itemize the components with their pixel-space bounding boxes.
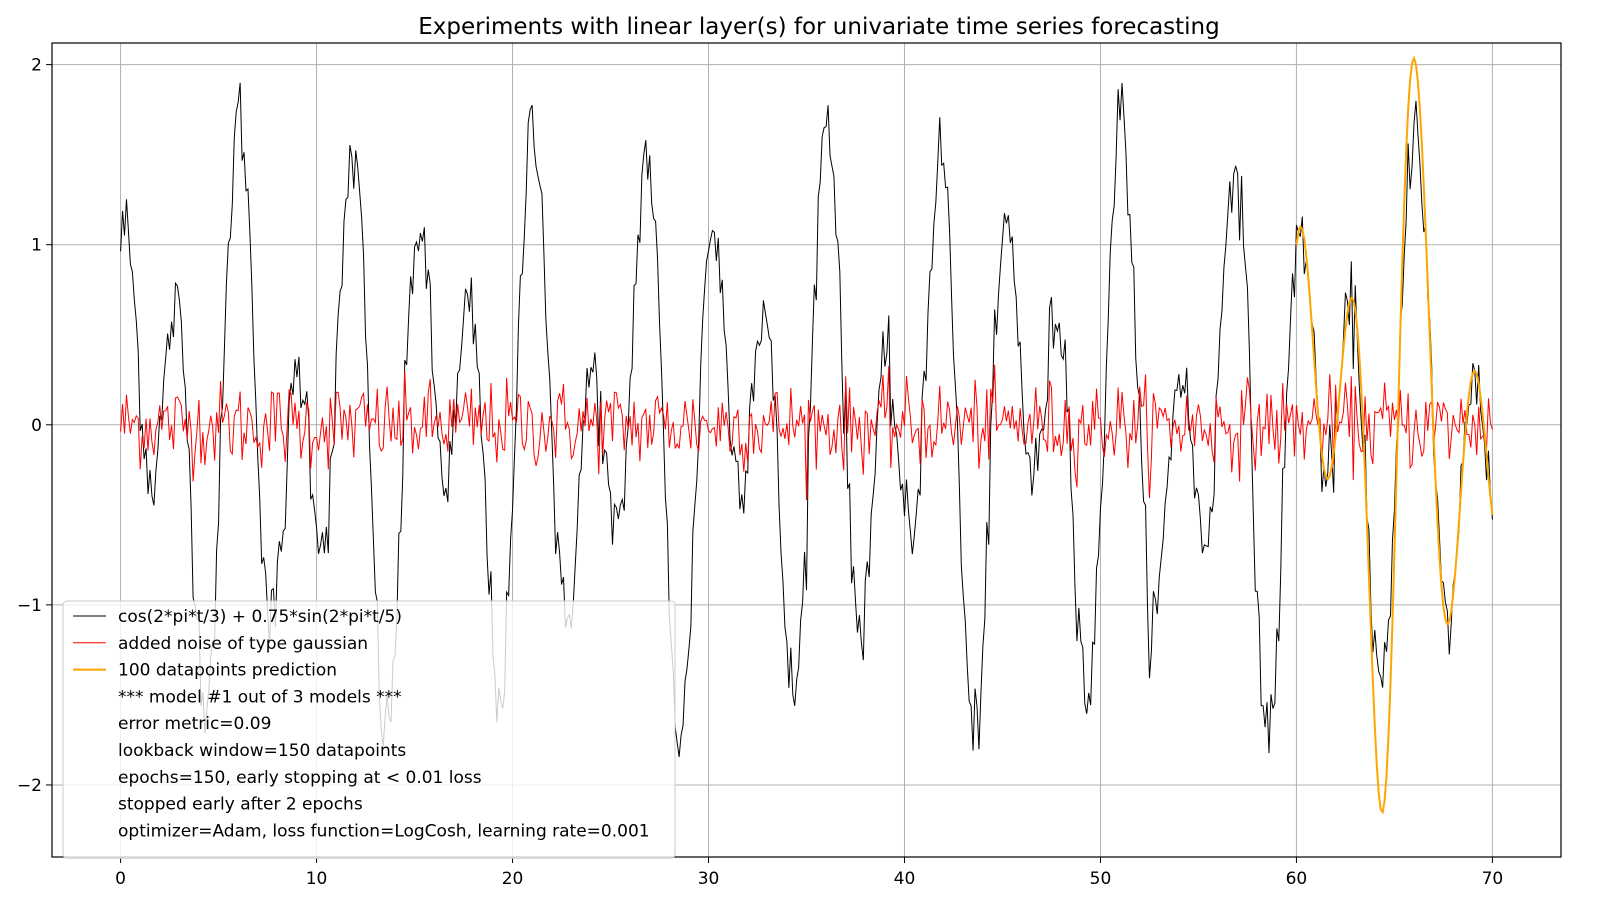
x-tick-label: 70 xyxy=(1482,869,1504,889)
y-tick-label: −1 xyxy=(17,596,42,616)
x-tick-label: 20 xyxy=(502,869,524,889)
x-tick-label: 0 xyxy=(115,869,126,889)
legend-box xyxy=(62,600,676,859)
series-line-prediction xyxy=(1295,55,1494,815)
y-tick-label: 1 xyxy=(31,236,42,256)
chart-title: Experiments with linear layer(s) for uni… xyxy=(418,14,1220,40)
legend-text-line: *** model #1 out of 3 models *** xyxy=(118,687,402,707)
axes-frame xyxy=(51,42,1562,858)
y-tick-label: 2 xyxy=(31,56,42,76)
legend-entry: added noise of type gaussian xyxy=(118,634,368,654)
legend-text-line: lookback window=150 datapoints xyxy=(118,741,406,761)
x-tick-label: 50 xyxy=(1090,869,1112,889)
x-tick-label: 10 xyxy=(306,869,328,889)
x-tick-label: 30 xyxy=(698,869,720,889)
legend-text-line: optimizer=Adam, loss function=LogCosh, l… xyxy=(118,821,650,841)
legend-text-line: stopped early after 2 epochs xyxy=(118,795,363,815)
y-tick-label: −2 xyxy=(17,776,42,796)
legend: cos(2*pi*t/3) + 0.75*sin(2*pi*t/5) added … xyxy=(62,600,676,859)
y-axis-ticks: −2 −1 0 1 2 xyxy=(17,56,52,796)
x-axis-ticks: 0 10 20 30 40 50 60 70 xyxy=(115,857,1503,889)
legend-entry: 100 datapoints prediction xyxy=(118,661,337,681)
legend-text-line: error metric=0.09 xyxy=(118,714,271,734)
series-line-noise xyxy=(120,364,1493,501)
legend-entry: cos(2*pi*t/3) + 0.75*sin(2*pi*t/5) xyxy=(118,607,402,627)
y-tick-label: 0 xyxy=(31,416,42,436)
plot-area xyxy=(120,55,1494,815)
x-tick-label: 40 xyxy=(894,869,916,889)
x-tick-label: 60 xyxy=(1286,869,1308,889)
series-line-signal xyxy=(120,82,1493,758)
legend-text-line: epochs=150, early stopping at < 0.01 los… xyxy=(118,768,482,788)
